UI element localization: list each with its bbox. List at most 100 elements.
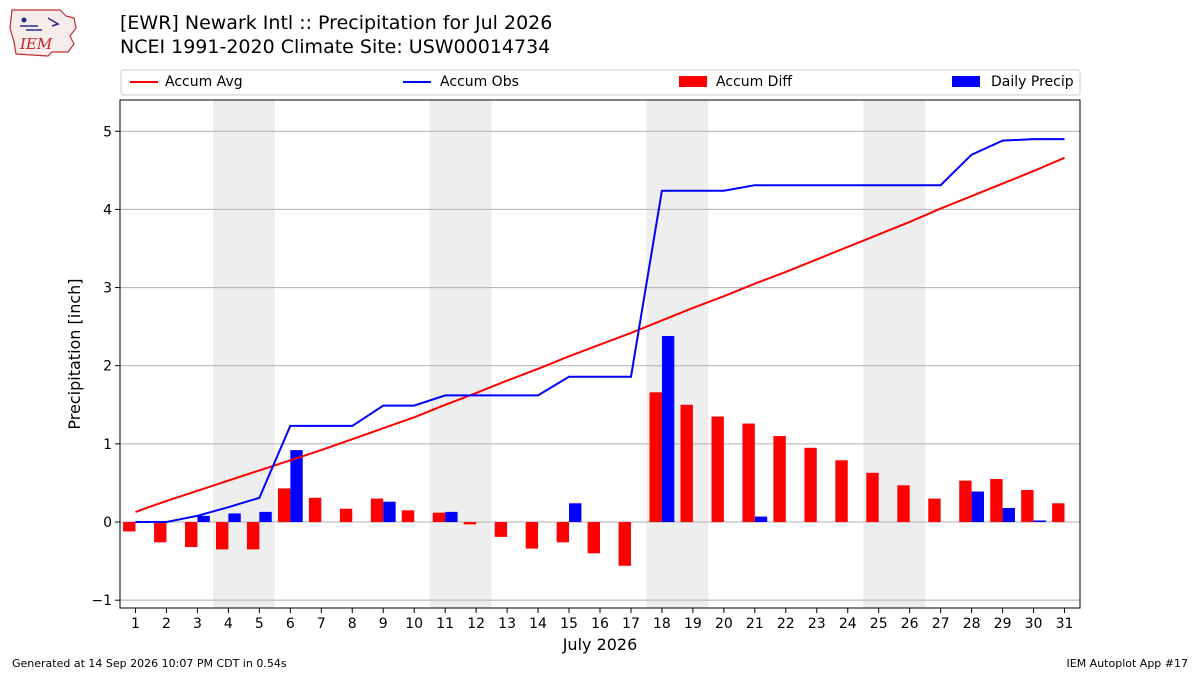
x-tick-label-1: 1 xyxy=(131,616,140,632)
iem-logo: IEM xyxy=(9,9,77,57)
x-tick-label-3: 3 xyxy=(193,616,202,632)
daily-precip-bar-21 xyxy=(754,516,768,523)
legend-box xyxy=(120,69,1081,96)
accum-diff-bar-4 xyxy=(216,522,229,550)
accum-diff-bar-11 xyxy=(432,512,446,523)
legend-accum-obs: Accum Obs xyxy=(440,74,519,90)
weekend-band-11-12 xyxy=(429,100,492,608)
accum-diff-bar-30 xyxy=(1021,489,1034,523)
accum-diff-bar-14 xyxy=(525,522,539,549)
accum-diff-bar-20 xyxy=(711,416,724,523)
accum-diff-bar-24 xyxy=(835,460,848,523)
x-tick-label-5: 5 xyxy=(255,616,264,632)
accum-diff-bar-16 xyxy=(587,522,600,554)
legend: Accum Avg Accum Obs Accum Diff Daily Pre… xyxy=(120,69,1081,96)
accum-diff-bar-5 xyxy=(246,522,260,550)
x-tick-label-7: 7 xyxy=(317,616,326,632)
accum-diff-bar-25 xyxy=(866,472,879,523)
x-tick-label-19: 19 xyxy=(684,616,702,632)
accum-diff-bar-29 xyxy=(990,479,1003,523)
daily-precip-bar-9 xyxy=(383,501,396,523)
accum-diff-bar-12 xyxy=(463,522,477,525)
x-tick-label-23: 23 xyxy=(808,616,826,632)
accum-diff-bar-22 xyxy=(773,436,786,523)
accum-obs-line xyxy=(135,138,1065,523)
chart-title: [EWR] Newark Intl :: Precipitation for J… xyxy=(120,12,553,34)
accum-diff-bar-10 xyxy=(401,510,415,523)
accum-diff-bar-17 xyxy=(618,522,631,566)
daily-precip-bar-6 xyxy=(290,450,303,523)
accum-diff-bar-7 xyxy=(308,497,322,523)
chart-subtitle: NCEI 1991-2020 Climate Site: USW00014734 xyxy=(120,36,551,58)
x-tick-label-12: 12 xyxy=(467,616,485,632)
weekend-band-25-26 xyxy=(863,100,926,608)
daily-precip-bar-11 xyxy=(445,511,458,523)
x-tick-label-28: 28 xyxy=(963,616,981,632)
accum-diff-bar-26 xyxy=(897,485,910,523)
accum-diff-bar-2 xyxy=(154,522,167,543)
x-tick-label-30: 30 xyxy=(1025,616,1043,632)
legend-accum-avg: Accum Avg xyxy=(165,74,243,90)
x-tick-label-10: 10 xyxy=(405,616,423,632)
daily-precip-bar-15 xyxy=(569,503,582,523)
x-tick-label-24: 24 xyxy=(839,616,857,632)
bar-series xyxy=(123,336,1065,566)
x-tick-label-21: 21 xyxy=(746,616,764,632)
x-tick-label-15: 15 xyxy=(560,616,578,632)
legend-daily-precip: Daily Precip xyxy=(991,74,1074,90)
x-axis-label: July 2026 xyxy=(562,635,638,654)
x-tick-label-17: 17 xyxy=(622,616,640,632)
accum-diff-bar-19 xyxy=(680,404,693,523)
x-tick-label-20: 20 xyxy=(715,616,733,632)
y-tick-label--1: −1 xyxy=(91,593,112,609)
accum-diff-bar-27 xyxy=(928,498,941,523)
daily-precip-bar-29 xyxy=(1002,507,1015,523)
accum-diff-bar-1 xyxy=(123,522,136,532)
accum-diff-bar-31 xyxy=(1052,503,1065,523)
daily-precip-bar-5 xyxy=(259,511,272,523)
x-tick-label-2: 2 xyxy=(162,616,171,632)
daily-precip-bar-4 xyxy=(228,513,241,523)
accum-diff-bar-28 xyxy=(959,480,972,523)
accum-diff-bar-23 xyxy=(804,447,817,523)
x-tick-label-26: 26 xyxy=(901,616,919,632)
y-tick-label-1: 1 xyxy=(103,437,112,453)
x-tick-label-11: 11 xyxy=(436,616,454,632)
x-tick-label-22: 22 xyxy=(777,616,795,632)
footer-generated: Generated at 14 Sep 2026 10:07 PM CDT in… xyxy=(12,657,287,670)
weekend-shading xyxy=(212,100,926,608)
accum-diff-bar-6 xyxy=(277,488,291,523)
legend-daily-precip-swatch xyxy=(952,76,980,87)
daily-precip-bar-28 xyxy=(971,491,984,523)
line-series xyxy=(135,138,1065,523)
accum-diff-bar-8 xyxy=(339,508,353,523)
accum-diff-bar-21 xyxy=(742,423,755,523)
footer-app: IEM Autoplot App #17 xyxy=(1066,657,1189,670)
x-tick-label-25: 25 xyxy=(870,616,888,632)
y-tick-label-0: 0 xyxy=(103,515,112,531)
x-tick-label-9: 9 xyxy=(379,616,388,632)
legend-accum-diff: Accum Diff xyxy=(716,74,792,90)
accum-diff-bar-18 xyxy=(649,392,662,523)
logo-text: IEM xyxy=(19,35,53,53)
x-tick-label-4: 4 xyxy=(224,616,233,632)
accum-diff-bar-3 xyxy=(185,522,198,548)
x-tick-label-27: 27 xyxy=(932,616,950,632)
x-tick-label-29: 29 xyxy=(994,616,1012,632)
y-tick-label-3: 3 xyxy=(103,281,112,297)
x-tick-label-6: 6 xyxy=(286,616,295,632)
y-axis-label: Precipitation [inch] xyxy=(65,278,84,429)
accum-diff-bar-15 xyxy=(556,522,570,543)
weekend-band-18-19 xyxy=(646,100,709,608)
y-tick-label-2: 2 xyxy=(103,359,112,375)
accum-avg-line xyxy=(135,156,1065,513)
x-tick-label-16: 16 xyxy=(591,616,609,632)
daily-precip-bar-3 xyxy=(197,515,210,523)
x-tick-label-13: 13 xyxy=(498,616,516,632)
x-tick-label-18: 18 xyxy=(653,616,671,632)
daily-precip-bar-18 xyxy=(661,336,675,523)
daily-precip-bar-30 xyxy=(1033,520,1046,523)
x-tick-label-8: 8 xyxy=(348,616,357,632)
